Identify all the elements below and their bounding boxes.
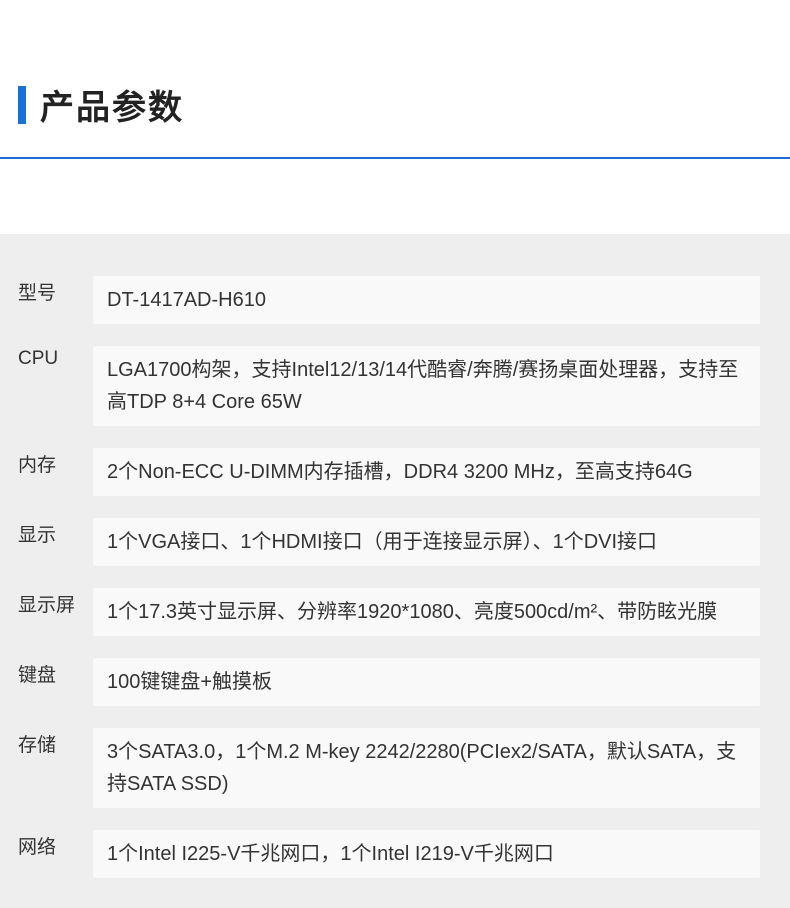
spec-label-model: 型号 [18,276,93,305]
page-root: 产品参数 型号 DT-1417AD-H610 CPU LGA1700构架，支持I… [0,0,790,908]
spec-value-storage: 3个SATA3.0，1个M.2 M-key 2242/2280(PCIex2/S… [107,736,746,800]
spec-table: 型号 DT-1417AD-H610 CPU LGA1700构架，支持Intel1… [0,234,790,908]
spec-label-memory: 内存 [18,448,93,477]
spec-value-display: 1个VGA接口、1个HDMI接口（用于连接显示屏）、1个DVI接口 [107,526,746,558]
spec-value-wrap: 100键键盘+触摸板 [93,658,760,706]
spec-value-keyboard: 100键键盘+触摸板 [107,666,746,698]
spec-label-network: 网络 [18,830,93,859]
spec-label-keyboard: 键盘 [18,658,93,687]
spec-row: CPU LGA1700构架，支持Intel12/13/14代酷睿/奔腾/赛扬桌面… [18,346,760,426]
spec-value-wrap: 1个VGA接口、1个HDMI接口（用于连接显示屏）、1个DVI接口 [93,518,760,566]
spec-value-cpu: LGA1700构架，支持Intel12/13/14代酷睿/奔腾/赛扬桌面处理器，… [107,354,746,418]
spec-row: 显示屏 1个17.3英寸显示屏、分辨率1920*1080、亮度500cd/m²、… [18,588,760,636]
spec-value-wrap: 3个SATA3.0，1个M.2 M-key 2242/2280(PCIex2/S… [93,728,760,808]
spec-row: 键盘 100键键盘+触摸板 [18,658,760,706]
section-header: 产品参数 [0,80,790,159]
spec-value-screen: 1个17.3英寸显示屏、分辨率1920*1080、亮度500cd/m²、带防眩光… [107,596,746,628]
spec-label-storage: 存储 [18,728,93,757]
spec-row: 型号 DT-1417AD-H610 [18,276,760,324]
spec-value-wrap: LGA1700构架，支持Intel12/13/14代酷睿/奔腾/赛扬桌面处理器，… [93,346,760,426]
spec-label-screen: 显示屏 [18,588,93,617]
spec-value-wrap: DT-1417AD-H610 [93,276,760,324]
header-spacer [0,159,790,234]
spec-row: 显示 1个VGA接口、1个HDMI接口（用于连接显示屏）、1个DVI接口 [18,518,760,566]
spec-row: 内存 2个Non-ECC U-DIMM内存插槽，DDR4 3200 MHz，至高… [18,448,760,496]
spec-label-display: 显示 [18,518,93,547]
spec-value-wrap: 1个17.3英寸显示屏、分辨率1920*1080、亮度500cd/m²、带防眩光… [93,588,760,636]
spec-value-network: 1个Intel I225-V千兆网口，1个Intel I219-V千兆网口 [107,838,746,870]
spec-value-model: DT-1417AD-H610 [107,284,746,316]
page-title: 产品参数 [40,80,184,129]
accent-bar [18,86,26,124]
spec-value-wrap: 1个Intel I225-V千兆网口，1个Intel I219-V千兆网口 [93,830,760,878]
spec-row: 存储 3个SATA3.0，1个M.2 M-key 2242/2280(PCIex… [18,728,760,808]
spec-value-wrap: 2个Non-ECC U-DIMM内存插槽，DDR4 3200 MHz，至高支持6… [93,448,760,496]
spec-label-cpu: CPU [18,346,93,370]
spec-value-memory: 2个Non-ECC U-DIMM内存插槽，DDR4 3200 MHz，至高支持6… [107,456,746,488]
spec-row: 网络 1个Intel I225-V千兆网口，1个Intel I219-V千兆网口 [18,830,760,878]
